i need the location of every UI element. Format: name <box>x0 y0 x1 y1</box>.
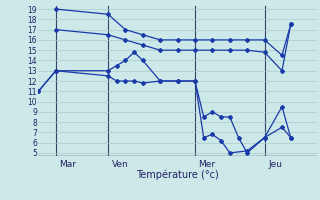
Text: Jeu: Jeu <box>268 160 282 169</box>
Text: Ven: Ven <box>111 160 128 169</box>
Text: Mer: Mer <box>198 160 216 169</box>
X-axis label: Température (°c): Température (°c) <box>136 170 219 180</box>
Text: Mar: Mar <box>59 160 76 169</box>
